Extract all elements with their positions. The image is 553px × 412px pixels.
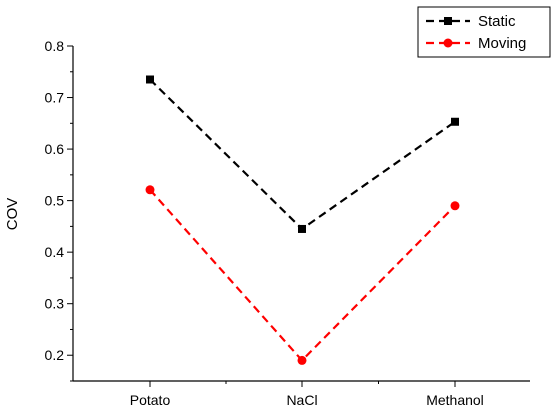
y-tick-label: 0.6 (45, 141, 65, 157)
legend-box (417, 6, 551, 58)
y-tick-label: 0.2 (45, 347, 65, 363)
data-point (298, 224, 306, 233)
series-line (149, 189, 456, 362)
x-tick-label: Methanol (426, 392, 484, 408)
legend: Static Moving (417, 6, 551, 58)
data-point (297, 355, 307, 365)
data-point (451, 117, 459, 126)
legend-item-static: Static (426, 13, 516, 30)
axes: 0.2 0.3 0.4 0.5 0.6 0.7 0.8 Potato NaCl Methanol (45, 38, 530, 408)
x-tick-label: NaCl (286, 392, 317, 408)
legend-item-moving: Moving (426, 35, 526, 52)
legend-marker (444, 17, 452, 25)
data-point (146, 75, 154, 84)
data-point (450, 201, 460, 211)
legend-marker (443, 38, 453, 48)
series-moving (145, 185, 460, 365)
legend-label: Static (478, 13, 516, 30)
x-tick-label: Potato (130, 392, 171, 408)
y-tick-label: 0.5 (45, 193, 65, 209)
y-tick-label: 0.4 (45, 244, 65, 260)
series-layer (145, 75, 460, 365)
y-axis-title: COV (4, 198, 21, 231)
y-tick-label: 0.7 (45, 90, 65, 106)
series-line (149, 78, 456, 231)
data-point (145, 185, 155, 195)
y-tick-label: 0.8 (45, 38, 65, 54)
y-tick-label: 0.3 (45, 296, 65, 312)
series-static (146, 75, 459, 233)
legend-label: Moving (478, 35, 526, 52)
